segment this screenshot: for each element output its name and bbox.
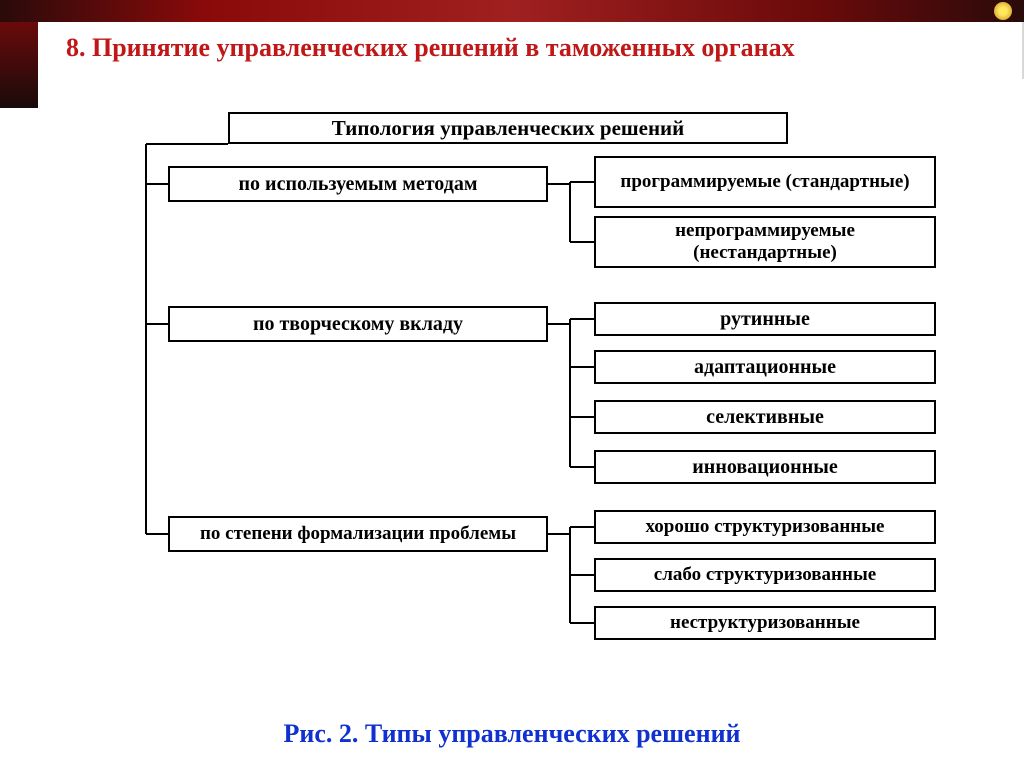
connector <box>146 143 228 145</box>
mid-box-2: по творческому вкладу <box>168 306 548 342</box>
connector <box>548 183 570 185</box>
connector <box>570 241 594 243</box>
mid-box-1: по используемым методам <box>168 166 548 202</box>
connector <box>548 323 570 325</box>
leaf-box-3: рутинные <box>594 302 936 336</box>
connector <box>570 526 594 528</box>
leaf-box-9: неструктуризованные <box>594 606 936 640</box>
mid-box-3: по степени формализации проблемы <box>168 516 548 552</box>
connector <box>548 533 570 535</box>
leaf-box-5: селективные <box>594 400 936 434</box>
connector <box>570 318 594 320</box>
connector <box>569 319 571 467</box>
decorative-side <box>0 22 38 108</box>
leaf-box-8: слабо структуризованные <box>594 558 936 592</box>
connector <box>145 144 147 534</box>
connector <box>570 416 594 418</box>
connector <box>570 622 594 624</box>
connector <box>570 366 594 368</box>
leaf-box-4: адаптационные <box>594 350 936 384</box>
figure-caption: Рис. 2. Типы управленческих решений <box>0 719 1024 749</box>
connector <box>146 323 168 325</box>
connector <box>570 466 594 468</box>
leaf-box-2: непрограммируемые (нестандартные) <box>594 216 936 268</box>
typology-diagram: Типология управленческих решений по испол… <box>0 112 1024 707</box>
connector <box>146 183 168 185</box>
leaf-box-6: инновационные <box>594 450 936 484</box>
connector <box>569 182 571 242</box>
leaf-box-1: программируемые (стандартные) <box>594 156 936 208</box>
connector <box>570 181 594 183</box>
connector <box>570 574 594 576</box>
decorative-banner <box>0 0 1024 22</box>
connector <box>146 533 168 535</box>
slide-title: 8. Принятие управленческих решений в там… <box>66 32 994 65</box>
leaf-box-7: хорошо структуризованные <box>594 510 936 544</box>
title-block: 8. Принятие управленческих решений в там… <box>38 22 1024 79</box>
root-box: Типология управленческих решений <box>228 112 788 144</box>
